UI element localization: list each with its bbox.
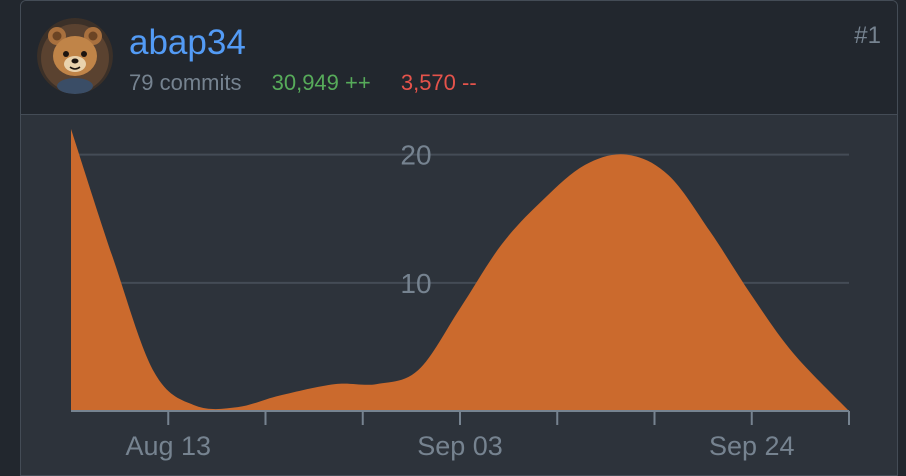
y-tick-label-0: 10 bbox=[400, 268, 431, 299]
avatar[interactable] bbox=[37, 18, 113, 94]
contributor-card: abap34 79 commits 30,949 ++ 3,570 -- #1 … bbox=[20, 0, 898, 476]
commit-activity-chart: 10 20 Aug 13 Sep 03 Sep 24 bbox=[21, 115, 897, 475]
deletions-count: 3,570 -- bbox=[400, 70, 477, 95]
commit-count[interactable]: 79 commits bbox=[129, 70, 242, 95]
x-tick-label-1: Sep 03 bbox=[417, 431, 503, 461]
y-tick-label-1: 20 bbox=[400, 140, 431, 171]
contributor-header: abap34 79 commits 30,949 ++ 3,570 -- #1 bbox=[21, 1, 897, 115]
contributor-rank: #1 bbox=[854, 22, 881, 49]
x-tick-label-0: Aug 13 bbox=[125, 431, 211, 461]
chart-svg: 10 20 Aug 13 Sep 03 Sep 24 bbox=[71, 129, 850, 461]
commit-area-series bbox=[71, 129, 849, 411]
contributor-username[interactable]: abap34 bbox=[129, 23, 246, 62]
additions-count: 30,949 ++ bbox=[271, 70, 371, 95]
contributor-stats: 79 commits 30,949 ++ 3,570 -- bbox=[129, 69, 501, 97]
bear-avatar-icon bbox=[37, 18, 113, 94]
x-tick-label-2: Sep 24 bbox=[709, 431, 795, 461]
